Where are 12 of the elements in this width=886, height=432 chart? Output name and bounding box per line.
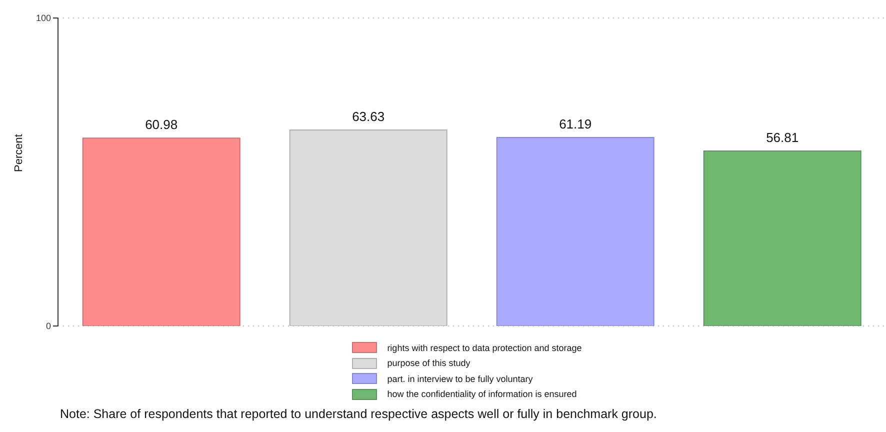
- legend-label: how the confidentiality of information is ensured: [387, 389, 577, 400]
- text: Note: Share of respondents that reported to understand respective aspects well or fully in benchmark group.: [60, 406, 658, 422]
- legend-label: purpose of this study: [387, 358, 470, 368]
- data-label: 56.81: [766, 130, 799, 146]
- legend-label: rights with respect to data protection and storage: [387, 342, 582, 353]
- y-tick-label: 0: [46, 321, 51, 332]
- data-label: 61.19: [559, 116, 592, 132]
- y-tick-label: 100: [36, 13, 51, 24]
- data-label: 63.63: [352, 109, 385, 124]
- data-label: 60.98: [145, 117, 178, 132]
- legend-label: part. in interview to be fully voluntary: [387, 374, 533, 384]
- y-axis-title: Percent: [12, 134, 25, 172]
